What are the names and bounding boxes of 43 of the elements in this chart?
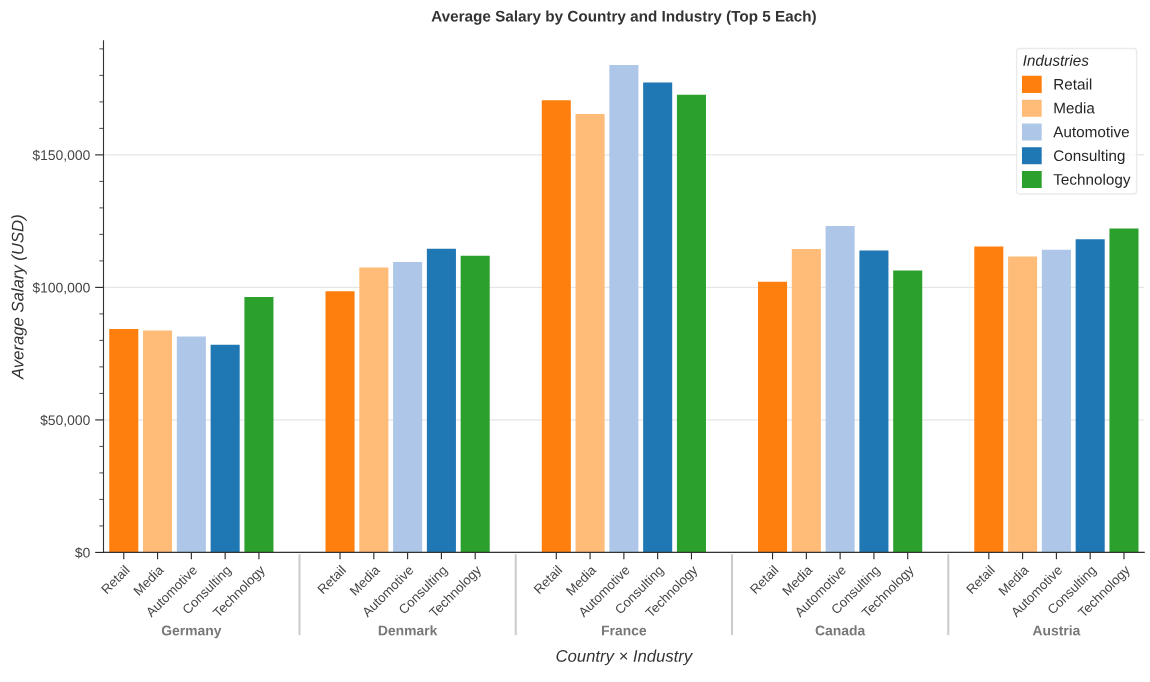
- x-axis-title: Country × Industry: [556, 649, 694, 666]
- y-tick-label: $100,000: [32, 282, 90, 295]
- bar: [210, 344, 240, 553]
- bar: [1008, 256, 1038, 553]
- bar: [974, 246, 1004, 553]
- y-tick-label: $50,000: [40, 414, 90, 427]
- bar: [1075, 239, 1105, 553]
- bar: [176, 336, 206, 553]
- bar: [1041, 249, 1071, 553]
- bar: [893, 270, 923, 553]
- bar: [758, 281, 788, 553]
- bar: [426, 248, 456, 553]
- y-tick-label: $150,000: [32, 149, 90, 162]
- y-tick-label: $0: [75, 547, 90, 559]
- bar: [359, 267, 389, 553]
- x-tick-label: France: [602, 625, 647, 636]
- bar: [393, 261, 423, 553]
- legend-label: Consulting: [1054, 149, 1125, 165]
- bar: [143, 330, 173, 553]
- bar: [825, 225, 855, 553]
- legend-label: Media: [1054, 102, 1095, 114]
- x-tick-label: Germany: [161, 625, 222, 639]
- bar: [244, 296, 274, 553]
- bar: [1109, 228, 1139, 553]
- bar: [643, 82, 673, 553]
- bar: [109, 329, 139, 553]
- bar: [676, 94, 706, 553]
- x-tick-label: Denmark: [378, 625, 438, 636]
- x-tick-label: Austria: [1032, 625, 1081, 636]
- bar: [325, 291, 355, 553]
- bar: [460, 255, 490, 553]
- x-tick-label: Canada: [815, 625, 866, 636]
- bar: [791, 248, 821, 553]
- bar: [609, 65, 639, 553]
- bar: [575, 114, 605, 553]
- legend-label: Retail: [1054, 78, 1092, 90]
- bar: [859, 250, 889, 553]
- y-axis-title: Average Salary (USD): [11, 215, 27, 380]
- chart-title: Average Salary by Country and Industry (Top 5 Each): [431, 10, 816, 25]
- legend-title: Industries: [1023, 54, 1089, 66]
- bar: [541, 100, 571, 553]
- legend-label: Technology: [1053, 173, 1131, 188]
- legend-label: Automotive: [1053, 126, 1129, 138]
